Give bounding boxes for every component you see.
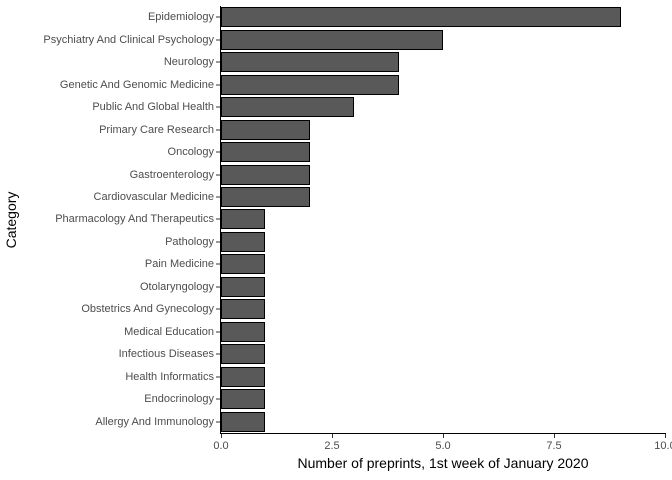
category-row: Pain Medicine xyxy=(0,253,672,275)
bar xyxy=(221,209,266,230)
category-row: Epidemiology xyxy=(0,6,672,28)
category-label: Obstetrics And Gynecology xyxy=(81,303,214,316)
category-row: Allergy And Immunology xyxy=(0,410,672,432)
bar xyxy=(221,231,266,252)
category-label: Otolaryngology xyxy=(140,280,214,293)
category-row: Pathology xyxy=(0,231,672,253)
category-row: Health Informatics xyxy=(0,366,672,388)
bar xyxy=(221,52,399,73)
bar xyxy=(221,254,266,275)
y-axis-tick-mark xyxy=(216,331,220,333)
category-row: Pharmacology And Therapeutics xyxy=(0,208,672,230)
y-axis-tick-mark xyxy=(216,39,220,41)
category-label: Pathology xyxy=(165,235,214,248)
x-axis-tick-mark xyxy=(664,434,666,438)
x-tick-label: 7.5 xyxy=(546,440,562,452)
bar xyxy=(221,276,266,297)
bar xyxy=(221,344,266,365)
bar xyxy=(221,411,266,432)
category-label: Genetic And Genomic Medicine xyxy=(59,78,214,91)
y-axis-tick-mark xyxy=(216,286,220,288)
category-label: Endocrinology xyxy=(144,393,214,406)
bar xyxy=(221,366,266,387)
x-axis-title: Number of preprints, 1st week of January… xyxy=(297,455,589,471)
y-axis-line xyxy=(220,6,221,433)
y-axis-tick-mark xyxy=(216,376,220,378)
bar xyxy=(221,29,443,50)
y-axis-tick-mark xyxy=(216,16,220,18)
y-axis-tick-mark xyxy=(216,241,220,243)
category-row: Oncology xyxy=(0,141,672,163)
x-axis-tick-mark xyxy=(331,434,333,438)
category-row: Obstetrics And Gynecology xyxy=(0,298,672,320)
y-axis-tick-mark xyxy=(216,421,220,423)
y-axis-tick-mark xyxy=(216,61,220,63)
x-tick-label: 10.0 xyxy=(654,440,672,452)
x-tick-label: 5.0 xyxy=(435,440,451,452)
category-label: Health Informatics xyxy=(125,370,214,383)
x-axis-tick-mark xyxy=(553,434,555,438)
y-axis-tick-mark xyxy=(216,151,220,153)
category-label: Neurology xyxy=(163,56,214,69)
bar xyxy=(221,186,310,207)
category-row: Public And Global Health xyxy=(0,96,672,118)
category-label: Cardiovascular Medicine xyxy=(93,190,214,203)
x-axis-tick-mark xyxy=(442,434,444,438)
bar xyxy=(221,321,266,342)
x-axis-line xyxy=(220,433,666,434)
bar xyxy=(221,74,399,95)
x-axis-tick-mark xyxy=(220,434,222,438)
bar xyxy=(221,299,266,320)
category-label: Primary Care Research xyxy=(99,123,214,136)
x-tick-label: 0.0 xyxy=(213,440,229,452)
bar xyxy=(221,389,266,410)
category-label: Allergy And Immunology xyxy=(95,415,214,428)
category-row: Gastroenterology xyxy=(0,163,672,185)
category-row: Otolaryngology xyxy=(0,276,672,298)
category-row: Infectious Diseases xyxy=(0,343,672,365)
category-label: Public And Global Health xyxy=(92,101,214,114)
y-axis-tick-mark xyxy=(216,196,220,198)
category-label: Oncology xyxy=(167,146,214,159)
plot-area: Epidemiology Psychiatry And Clinical Psyc… xyxy=(0,6,672,433)
y-axis-tick-mark xyxy=(216,106,220,108)
category-label: Infectious Diseases xyxy=(118,348,214,361)
category-label: Psychiatry And Clinical Psychology xyxy=(43,33,214,46)
category-label: Epidemiology xyxy=(147,11,214,24)
category-row: Endocrinology xyxy=(0,388,672,410)
category-row: Primary Care Research xyxy=(0,118,672,140)
y-axis-tick-mark xyxy=(216,174,220,176)
bar xyxy=(221,97,355,118)
bar xyxy=(221,119,310,140)
bar xyxy=(221,7,621,28)
bar xyxy=(221,164,310,185)
category-row: Genetic And Genomic Medicine xyxy=(0,73,672,95)
category-row: Psychiatry And Clinical Psychology xyxy=(0,28,672,50)
y-axis-tick-mark xyxy=(216,263,220,265)
y-axis-tick-mark xyxy=(216,353,220,355)
y-axis-tick-mark xyxy=(216,398,220,400)
category-label: Medical Education xyxy=(124,325,214,338)
category-label: Pharmacology And Therapeutics xyxy=(55,213,214,226)
y-axis-tick-mark xyxy=(216,84,220,86)
category-label: Pain Medicine xyxy=(144,258,214,271)
y-axis-tick-mark xyxy=(216,308,220,310)
category-row: Neurology xyxy=(0,51,672,73)
y-axis-tick-mark xyxy=(216,129,220,131)
category-label: Gastroenterology xyxy=(129,168,214,181)
y-axis-tick-mark xyxy=(216,218,220,220)
x-tick-label: 2.5 xyxy=(324,440,340,452)
category-row: Cardiovascular Medicine xyxy=(0,186,672,208)
bar xyxy=(221,142,310,163)
category-row: Medical Education xyxy=(0,321,672,343)
